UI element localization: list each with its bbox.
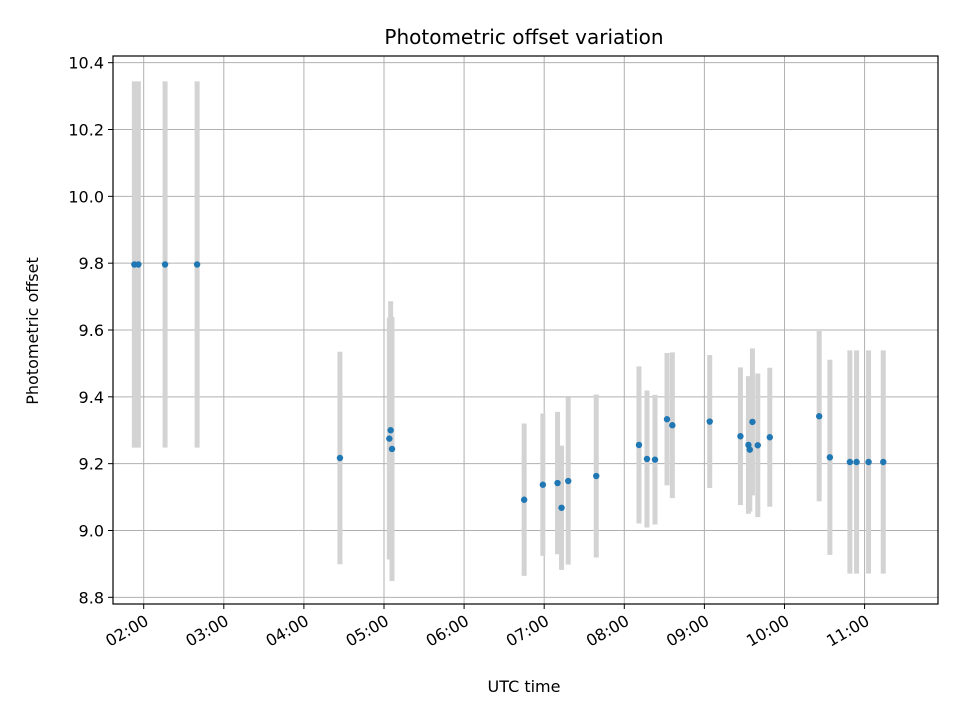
y-axis-ticks: 8.8 9.0 9.2 9.4 9.6 9.8 10.0 10.2 10.4 [68,54,113,607]
data-point [388,445,396,453]
data-point [593,472,600,480]
data-point [520,496,528,503]
data-point [387,427,394,434]
data-point [554,479,561,487]
grid [113,56,938,604]
data-point [846,458,854,466]
data-point [558,504,565,511]
y-axis-label: Photometric offset [23,257,42,405]
data-point [161,261,169,268]
y-tick-label: 10.2 [68,121,104,140]
data-point [565,477,572,485]
y-tick-label: 9.6 [79,321,104,340]
y-tick-label: 9.2 [79,455,104,474]
data-point [746,446,753,453]
data-point [193,261,201,268]
data-point [635,441,643,449]
data-point [865,458,872,466]
data-points [131,261,887,511]
y-tick-label: 10.4 [68,54,104,73]
data-point [749,418,756,426]
data-point [336,454,344,462]
data-point [880,458,887,466]
data-point [135,261,142,268]
data-point [386,435,393,442]
y-tick-label: 9.8 [79,254,104,273]
x-axis-label: UTC time [488,677,561,696]
data-point [826,454,834,461]
y-tick-label: 8.8 [79,588,104,607]
chart-title: Photometric offset variation [384,25,663,49]
data-point [706,418,713,425]
y-tick-label: 10.0 [68,187,104,206]
data-point [651,456,659,463]
y-tick-label: 9.0 [79,521,104,540]
data-point [669,422,676,429]
y-tick-label: 9.4 [79,388,104,407]
data-point [643,455,651,463]
data-point [853,458,860,466]
data-point [754,442,761,449]
data-point [815,413,823,420]
data-point [663,416,671,423]
data-point [766,434,773,441]
data-point [539,481,547,488]
data-point [737,433,744,440]
